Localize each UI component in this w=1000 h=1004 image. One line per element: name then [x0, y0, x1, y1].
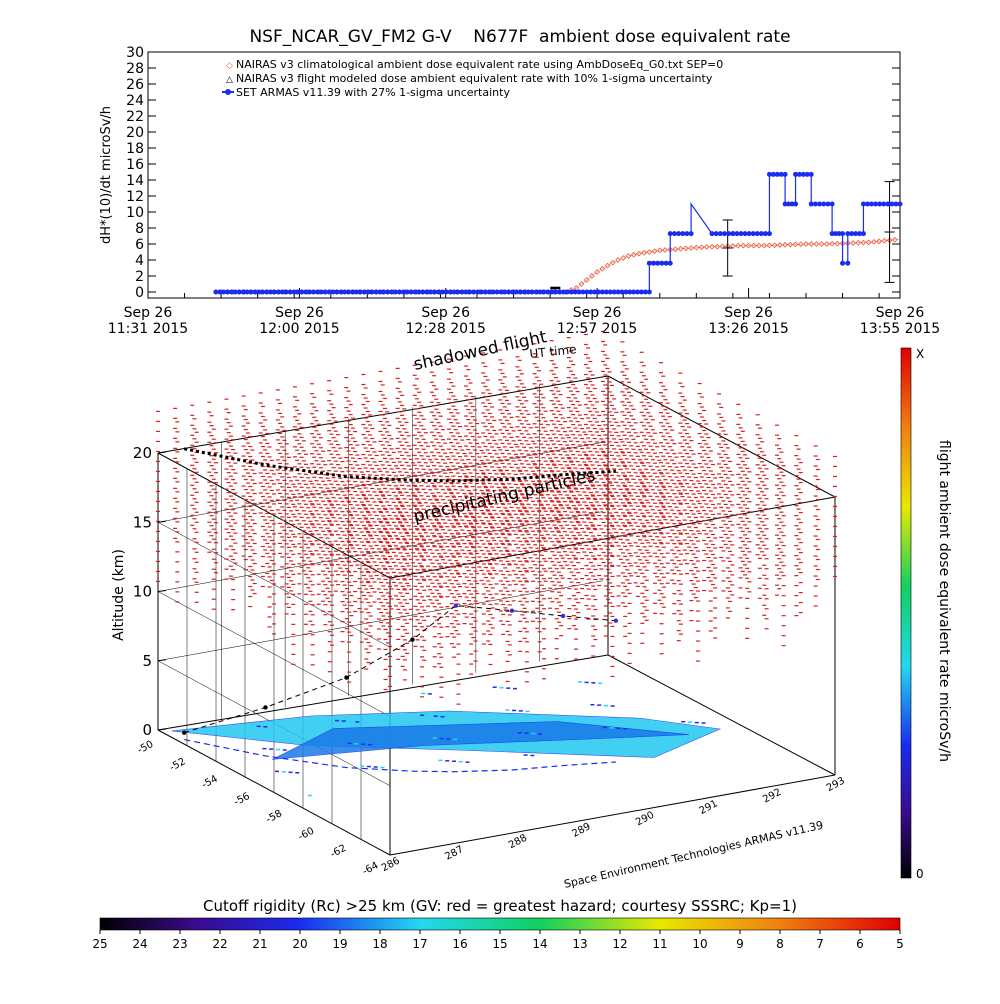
- y-tick-label: 20: [126, 125, 144, 141]
- x-tick-day: Sep 26: [275, 305, 324, 321]
- y-tick-label: 26: [126, 77, 144, 93]
- y-tick-label: 30: [126, 45, 144, 61]
- y-tick-label: 18: [126, 141, 144, 157]
- box-wireframe: [158, 376, 835, 855]
- y-tick-label: 10: [126, 205, 144, 221]
- x-tick-time: 11:31 2015: [108, 321, 188, 337]
- x-tick-time: 12:57 2015: [557, 321, 637, 337]
- y-tick-label: 24: [126, 93, 144, 109]
- x-tick-time: 13:55 2015: [860, 321, 940, 337]
- series-nairas-clim-line: [216, 239, 900, 292]
- x-tick-day: Sep 26: [124, 305, 173, 321]
- series-armas-point: [689, 231, 694, 236]
- precipitating-particles: [156, 331, 837, 704]
- chart-title: NSF_NCAR_GV_FM2 G-V N677F ambient dose e…: [249, 27, 790, 47]
- legend-marker-dot: [225, 89, 231, 95]
- y-axis-label: dH*(10)/dt microSv/h: [99, 106, 114, 244]
- x-tick-day: Sep 26: [724, 305, 773, 321]
- grid-line: [158, 581, 603, 786]
- legend: ◇ NAIRAS v3 climatological ambient dose …: [222, 58, 723, 99]
- y-tick-label: 2: [135, 269, 144, 285]
- series-armas-point: [861, 231, 866, 236]
- y-tick-label: 4: [135, 253, 144, 269]
- legend-marker-triangle: △: [226, 75, 233, 85]
- y-tick-label: 12: [126, 189, 144, 205]
- x-tick-time: 12:28 2015: [405, 321, 485, 337]
- series-armas-point: [898, 202, 903, 207]
- legend-entry-armas: SET ARMAS v11.39 with 27% 1-sigma uncert…: [236, 86, 510, 99]
- x-tick-time: 13:26 2015: [708, 321, 788, 337]
- series-armas-point: [668, 261, 673, 266]
- y-tick-label: 22: [126, 109, 144, 125]
- x-tick-day: Sep 26: [876, 305, 925, 321]
- legend-marker-diamond: ◇: [226, 61, 233, 71]
- y-tick-label: 0: [135, 285, 144, 301]
- series-armas-point: [647, 290, 652, 295]
- y-tick-label: 16: [126, 157, 144, 173]
- series-armas-point: [840, 231, 845, 236]
- series-armas-line: [216, 174, 900, 292]
- legend-entry-nairas-clim: NAIRAS v3 climatological ambient dose eq…: [236, 58, 723, 71]
- x-tick-day: Sep 26: [421, 305, 470, 321]
- series-armas-point: [809, 172, 814, 177]
- series-armas-point: [830, 202, 835, 207]
- series-armas-point: [767, 231, 772, 236]
- y-tick-label: 14: [126, 173, 144, 189]
- series-armas-point: [845, 261, 850, 266]
- series-armas-point: [783, 172, 788, 177]
- x-tick-time: 12:00 2015: [259, 321, 339, 337]
- series-layer: [213, 172, 902, 295]
- legend-entry-nairas-flight: NAIRAS v3 flight modeled dose ambient eq…: [236, 72, 713, 85]
- x-tick-day: Sep 26: [573, 305, 622, 321]
- box-edge: [608, 376, 835, 497]
- y-tick-label: 8: [135, 221, 144, 237]
- y-tick-label: 6: [135, 237, 144, 253]
- series-armas-point: [793, 202, 798, 207]
- series-armas-point: [840, 261, 845, 266]
- y-tick-label: 28: [126, 61, 144, 77]
